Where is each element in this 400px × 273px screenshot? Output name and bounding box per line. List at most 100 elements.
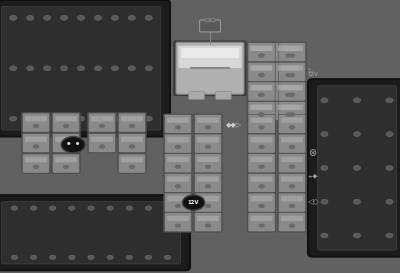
Circle shape: [128, 66, 136, 71]
FancyBboxPatch shape: [117, 153, 147, 174]
FancyBboxPatch shape: [52, 133, 80, 153]
FancyBboxPatch shape: [277, 42, 307, 63]
FancyBboxPatch shape: [248, 62, 275, 81]
FancyBboxPatch shape: [51, 112, 81, 133]
FancyBboxPatch shape: [121, 157, 143, 162]
Circle shape: [126, 206, 132, 210]
Circle shape: [10, 66, 17, 71]
Circle shape: [44, 66, 51, 71]
Circle shape: [175, 125, 181, 129]
FancyBboxPatch shape: [248, 43, 275, 62]
Circle shape: [289, 53, 295, 58]
Circle shape: [10, 15, 17, 20]
Circle shape: [289, 184, 295, 188]
Circle shape: [258, 73, 264, 77]
Circle shape: [63, 165, 69, 169]
Circle shape: [33, 144, 39, 149]
Circle shape: [78, 116, 85, 121]
FancyBboxPatch shape: [194, 193, 222, 212]
FancyBboxPatch shape: [277, 212, 307, 233]
FancyBboxPatch shape: [193, 192, 223, 213]
FancyBboxPatch shape: [281, 105, 303, 110]
FancyBboxPatch shape: [88, 113, 116, 132]
FancyBboxPatch shape: [278, 85, 299, 90]
Circle shape: [175, 184, 181, 188]
Circle shape: [50, 255, 56, 260]
FancyBboxPatch shape: [173, 40, 247, 96]
FancyBboxPatch shape: [278, 82, 306, 101]
FancyBboxPatch shape: [194, 114, 222, 133]
FancyBboxPatch shape: [281, 196, 303, 201]
Circle shape: [78, 15, 85, 20]
FancyBboxPatch shape: [193, 212, 223, 233]
FancyBboxPatch shape: [281, 176, 303, 182]
Circle shape: [386, 233, 393, 238]
FancyBboxPatch shape: [281, 117, 303, 123]
Circle shape: [88, 206, 94, 210]
FancyBboxPatch shape: [246, 42, 276, 63]
Circle shape: [33, 165, 39, 169]
Circle shape: [258, 93, 265, 97]
FancyBboxPatch shape: [274, 61, 303, 82]
Circle shape: [128, 116, 136, 121]
FancyBboxPatch shape: [281, 216, 303, 221]
Circle shape: [164, 206, 171, 210]
Circle shape: [321, 132, 328, 136]
FancyBboxPatch shape: [250, 46, 272, 51]
Circle shape: [33, 124, 39, 128]
Circle shape: [285, 73, 292, 77]
Circle shape: [11, 255, 18, 260]
FancyBboxPatch shape: [200, 20, 220, 32]
Circle shape: [99, 124, 105, 128]
FancyBboxPatch shape: [246, 81, 276, 102]
FancyBboxPatch shape: [250, 85, 272, 90]
Circle shape: [128, 15, 136, 20]
Circle shape: [94, 66, 102, 71]
Circle shape: [111, 66, 118, 71]
FancyBboxPatch shape: [277, 114, 307, 134]
FancyBboxPatch shape: [25, 157, 47, 162]
FancyBboxPatch shape: [247, 81, 276, 102]
FancyBboxPatch shape: [163, 153, 193, 174]
Circle shape: [145, 116, 152, 121]
FancyBboxPatch shape: [278, 134, 306, 153]
FancyBboxPatch shape: [281, 65, 303, 71]
FancyBboxPatch shape: [277, 61, 307, 82]
FancyBboxPatch shape: [248, 114, 275, 133]
Circle shape: [289, 145, 295, 149]
FancyBboxPatch shape: [277, 101, 307, 121]
FancyBboxPatch shape: [189, 91, 204, 99]
Circle shape: [321, 98, 328, 103]
Circle shape: [111, 116, 118, 121]
FancyBboxPatch shape: [164, 154, 192, 173]
FancyBboxPatch shape: [248, 173, 275, 192]
Circle shape: [258, 164, 265, 169]
FancyBboxPatch shape: [247, 114, 276, 134]
Text: ◁◇: ◁◇: [308, 197, 320, 206]
FancyBboxPatch shape: [248, 82, 275, 101]
FancyBboxPatch shape: [164, 193, 192, 212]
FancyBboxPatch shape: [247, 173, 276, 193]
FancyBboxPatch shape: [277, 133, 307, 154]
FancyBboxPatch shape: [247, 192, 276, 213]
FancyBboxPatch shape: [194, 134, 222, 153]
Circle shape: [285, 112, 292, 117]
FancyBboxPatch shape: [167, 117, 189, 123]
FancyBboxPatch shape: [0, 0, 170, 136]
Circle shape: [175, 164, 181, 169]
FancyBboxPatch shape: [281, 157, 303, 162]
FancyBboxPatch shape: [308, 79, 400, 257]
FancyBboxPatch shape: [55, 136, 77, 142]
Circle shape: [258, 112, 264, 117]
Circle shape: [107, 206, 113, 210]
FancyBboxPatch shape: [278, 62, 306, 81]
Circle shape: [26, 116, 34, 121]
Circle shape: [258, 93, 264, 97]
FancyBboxPatch shape: [251, 196, 272, 201]
Circle shape: [99, 144, 105, 149]
Text: 12V: 12V: [188, 200, 199, 205]
Circle shape: [182, 195, 205, 210]
Circle shape: [205, 184, 211, 188]
FancyBboxPatch shape: [251, 105, 272, 110]
Circle shape: [258, 53, 264, 58]
